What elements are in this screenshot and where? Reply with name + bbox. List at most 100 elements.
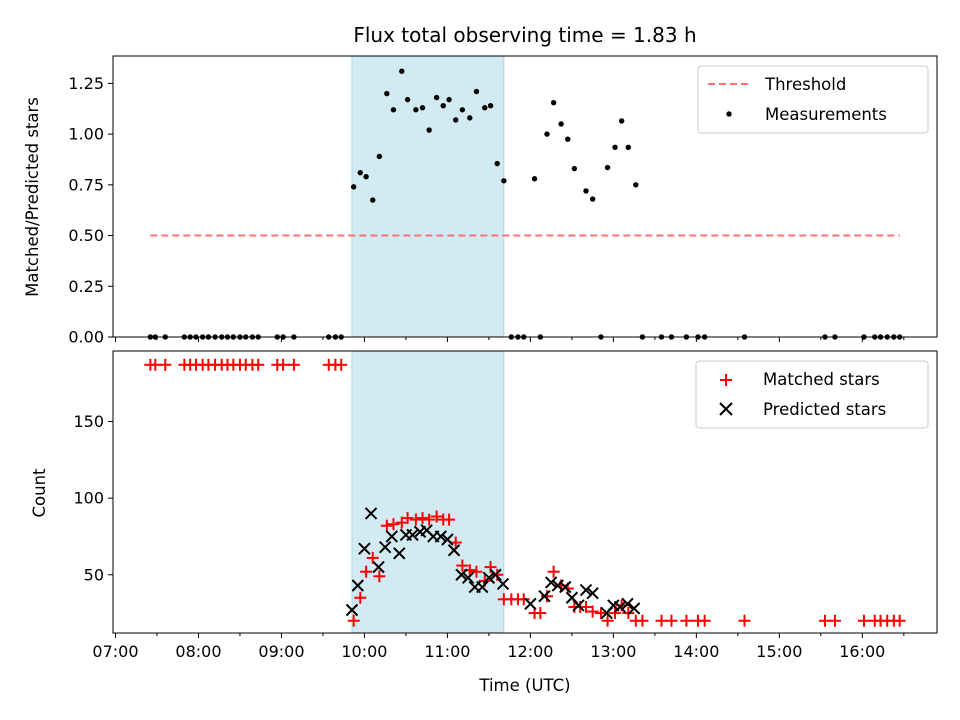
predicted-star-marker	[385, 530, 399, 543]
legend-predicted-swatch	[719, 402, 733, 416]
top-y-axis-label: Matched/Predicted stars	[23, 97, 42, 297]
measurement-point	[589, 196, 596, 202]
measurement-point	[612, 144, 618, 150]
matched-star-marker	[594, 607, 607, 620]
measurement-point	[501, 178, 507, 184]
measurement-point	[419, 105, 426, 111]
bottom-x-axis-label: Time (UTC)	[478, 676, 570, 695]
measurement-point	[426, 127, 432, 133]
legend-measurements-label: Measurements	[765, 105, 887, 124]
top-y-tick-label: 0.50	[68, 226, 104, 245]
matched-star-marker	[540, 590, 553, 603]
measurement-point	[453, 117, 459, 123]
measurement-point	[399, 68, 405, 74]
predicted-star-marker	[358, 542, 371, 555]
predicted-star-marker	[447, 544, 461, 557]
matched-star-marker	[698, 614, 711, 627]
measurement-point	[550, 99, 557, 106]
bottom-y-tick-label: 150	[73, 412, 104, 431]
predicted-star-marker	[482, 571, 496, 585]
matched-star-marker	[423, 513, 436, 526]
predicted-star-marker	[406, 528, 419, 542]
measurement-point	[633, 182, 639, 188]
bottom-x-tick-label: 16:00	[839, 642, 885, 661]
predicted-star-marker	[621, 597, 634, 611]
legend-predicted-label: Predicted stars	[763, 400, 886, 419]
matched-star-marker	[601, 614, 614, 627]
bottom-x-tick-label: 10:00	[341, 642, 387, 661]
bottom-x-axis: 07:00 08:00 09:00 10:00 11:00 12:00 13:00 14:00…	[92, 633, 905, 661]
measurement-point	[494, 160, 500, 167]
top-y-tick-label: 0.25	[68, 277, 104, 296]
predicted-star-marker	[627, 602, 641, 615]
predicted-star-marker	[559, 580, 572, 594]
measurement-point	[433, 94, 440, 101]
top-y-tick-label: 1.25	[68, 74, 104, 93]
predicted-star-marker	[496, 577, 510, 591]
matched-star-marker	[387, 518, 400, 531]
predicted-star-marker	[378, 540, 392, 554]
matched-star-marker	[287, 358, 300, 371]
top-y-tick-label: 0.75	[68, 175, 104, 194]
measurement-point	[440, 103, 446, 109]
top-plot-frame	[112, 55, 938, 338]
measurement-point	[467, 115, 473, 121]
matched-star-marker	[609, 607, 622, 620]
matched-star-marker	[252, 358, 265, 371]
measurement-point	[583, 188, 589, 194]
measurement-point	[357, 169, 363, 176]
matched-star-marker	[857, 614, 870, 627]
measurement-point	[413, 107, 419, 113]
bottom-x-tick-label: 09:00	[258, 642, 304, 661]
predicted-star-marker	[345, 603, 359, 617]
matched-star-marker	[430, 510, 443, 523]
measurement-point	[459, 107, 466, 113]
top-legend: Threshold Measurements	[697, 65, 929, 134]
predicted-star-marker	[476, 580, 489, 594]
matched-star-marker	[738, 614, 751, 627]
measurement-point	[482, 105, 488, 111]
measurement-point	[384, 90, 390, 97]
bottom-x-tick-label: 11:00	[424, 642, 470, 661]
matched-star-marker	[401, 512, 414, 525]
measurement-point	[404, 96, 411, 103]
measurement-point	[544, 131, 550, 137]
bottom-y-tick-label: 100	[73, 489, 104, 508]
bottom-plot-frame	[112, 350, 938, 634]
predicted-star-marker	[434, 530, 447, 543]
bottom-panel: 50 100 150 07:00 08:00 09:00 10:00 11:00 12:00 1…	[30, 350, 938, 695]
predicted-stars-points	[345, 507, 641, 620]
measurement-point	[558, 121, 564, 127]
bottom-x-tick-label: 14:00	[673, 642, 719, 661]
legend-matched-swatch	[720, 374, 732, 386]
bottom-x-tick-label: 15:00	[756, 642, 802, 661]
bottom-x-tick-label: 07:00	[92, 642, 138, 661]
measurement-point	[604, 164, 611, 171]
predicted-star-marker	[441, 533, 454, 546]
matched-star-marker	[665, 614, 678, 627]
measurement-point	[376, 153, 383, 160]
matched-star-marker	[470, 565, 483, 578]
bottom-x-tick-label: 08:00	[175, 642, 221, 661]
predicted-star-marker	[586, 586, 599, 600]
predicted-star-marker	[579, 583, 593, 597]
measurement-point	[625, 144, 632, 150]
chart-title: Flux total observing time = 1.83 h	[353, 23, 696, 47]
measurement-point	[350, 184, 357, 190]
measurement-point	[363, 174, 369, 180]
observing-window-bottom	[351, 350, 505, 634]
matched-star-marker	[380, 519, 393, 532]
legend-matched-label: Matched stars	[763, 370, 880, 389]
measurement-point	[390, 107, 397, 113]
top-panel: Flux total observing time = 1.83 h 0.000…	[23, 23, 938, 347]
matched-star-marker	[636, 614, 649, 627]
predicted-star-marker	[455, 568, 468, 581]
measurement-point	[370, 197, 376, 203]
matched-star-marker	[680, 614, 693, 627]
predicted-star-marker	[524, 597, 537, 611]
predicted-star-marker	[461, 571, 475, 585]
top-y-axis: 0.00 0.25 0.50 0.75 1.00 1.25	[68, 74, 113, 347]
matched-star-marker	[534, 607, 547, 620]
predicted-star-marker	[364, 507, 378, 520]
matched-star-marker	[347, 614, 360, 627]
